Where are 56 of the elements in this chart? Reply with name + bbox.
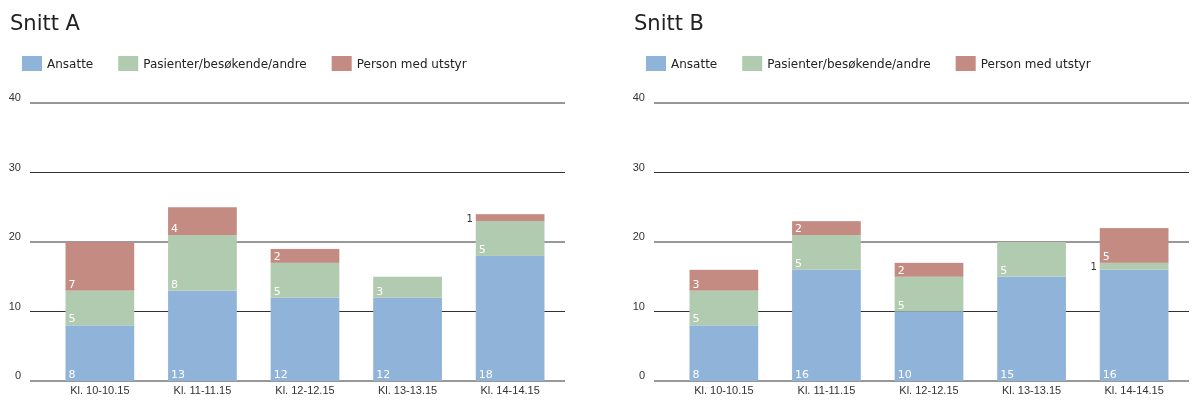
legend-label: Person med utstyr (356, 57, 467, 71)
data-label: 2 (273, 249, 281, 263)
chart-title: Snitt B (634, 11, 705, 35)
data-label: 5 (897, 298, 905, 312)
x-tick-label: Kl. 14-14.15 (1104, 383, 1164, 396)
data-label: 5 (1000, 263, 1008, 277)
data-label: 10 (897, 368, 912, 381)
x-tick-label: Kl. 10-10.15 (694, 383, 754, 396)
data-label: 8 (68, 368, 76, 381)
data-label: 8 (692, 368, 700, 381)
data-label: 15 (1000, 368, 1015, 381)
data-label: 7 (68, 277, 76, 291)
y-tick-label: 0 (14, 369, 21, 382)
x-tick-label: Kl. 11-11.15 (797, 383, 856, 396)
data-label: 5 (692, 312, 700, 326)
data-label: 3 (376, 284, 384, 298)
data-label: 4 (171, 222, 179, 236)
x-tick-label: Kl. 13-13.15 (1001, 383, 1062, 396)
data-label: 16 (795, 368, 810, 381)
data-label: 3 (692, 277, 700, 291)
y-tick-label: 10 (632, 299, 645, 312)
data-label: 2 (795, 222, 803, 236)
data-label: 5 (795, 256, 803, 270)
y-tick-label: 40 (8, 91, 21, 104)
legend-label: Ansatte (671, 57, 718, 71)
x-tick-label: Kl. 13-13.15 (377, 383, 438, 396)
x-tick-label: Kl. 12-12.15 (899, 383, 959, 396)
chart-title: Snitt A (10, 11, 81, 35)
data-label: 5 (273, 284, 281, 298)
data-label: 16 (1102, 368, 1117, 381)
legend-label: Pasienter/besøkende/andre (767, 57, 931, 71)
x-tick-label: Kl. 14-14.15 (480, 383, 540, 396)
x-tick-label: Kl. 11-11.15 (173, 383, 232, 396)
data-label: 1 (1090, 261, 1097, 273)
y-tick-label: 30 (8, 160, 21, 173)
data-label: 1 (466, 212, 473, 224)
data-label: 5 (1102, 249, 1110, 263)
legend-label: Ansatte (47, 57, 94, 71)
data-label: 13 (171, 368, 186, 381)
x-tick-label: Kl. 12-12.15 (275, 383, 335, 396)
data-label: 18 (478, 368, 493, 381)
y-tick-label: 20 (632, 230, 645, 243)
data-label: 2 (897, 263, 905, 277)
y-tick-label: 30 (632, 160, 645, 173)
y-tick-label: 10 (8, 299, 21, 312)
x-tick-label: Kl. 10-10.15 (70, 383, 130, 396)
data-label: 12 (273, 368, 288, 381)
legend-label: Person med utstyr (980, 57, 1091, 71)
legend-label: Pasienter/besøkende/andre (143, 57, 307, 71)
data-label: 8 (171, 277, 179, 291)
data-label: 5 (478, 242, 486, 256)
data-label: 5 (68, 312, 76, 326)
y-tick-label: 0 (638, 369, 645, 382)
data-label: 12 (376, 368, 391, 381)
y-tick-label: 20 (8, 230, 21, 243)
y-tick-label: 40 (632, 91, 645, 104)
